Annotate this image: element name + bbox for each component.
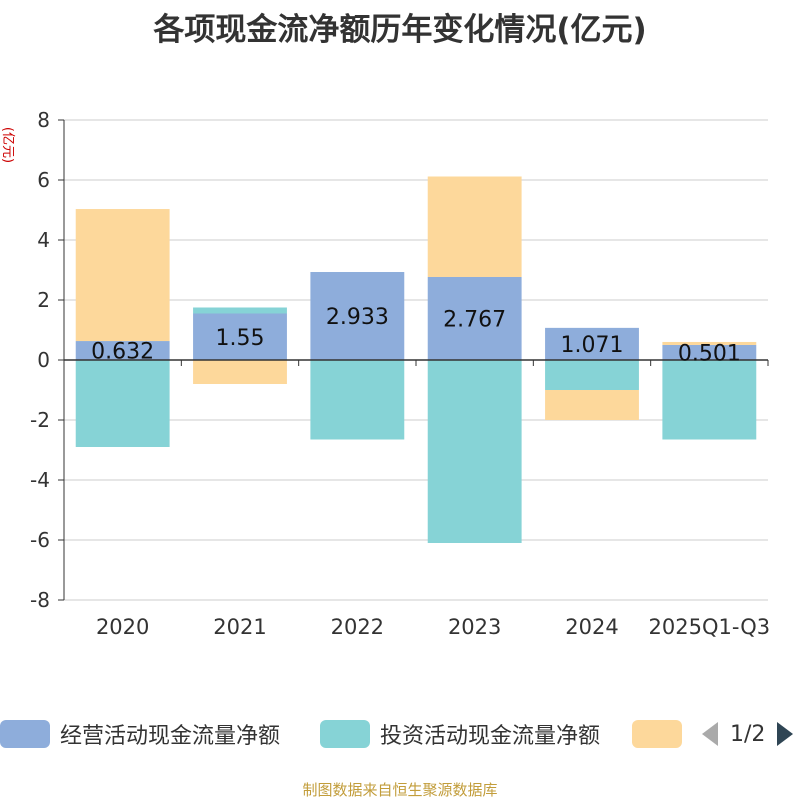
y-tick-label: -8 bbox=[30, 588, 50, 612]
bar-series-2-2024[interactable] bbox=[545, 390, 639, 420]
legend-item-investing[interactable]: 投资活动现金流量净额 bbox=[320, 718, 600, 750]
next-page-icon[interactable] bbox=[775, 720, 795, 748]
data-label: 0.501 bbox=[678, 341, 741, 366]
bar-series-0-2023[interactable] bbox=[427, 276, 522, 360]
grid-lines bbox=[64, 119, 768, 601]
legend-page-indicator: 1/2 bbox=[730, 721, 766, 747]
bar-series-2-2023[interactable] bbox=[427, 176, 522, 277]
x-tick-label: 2024 bbox=[565, 615, 618, 639]
bar-series-0-2024[interactable] bbox=[545, 327, 639, 360]
bar-series-1-2023[interactable] bbox=[427, 360, 522, 543]
bar-series-1-2021[interactable] bbox=[193, 307, 287, 314]
y-axis-title: (亿元) bbox=[0, 127, 15, 163]
bar-series-1-2024[interactable] bbox=[545, 360, 639, 390]
data-label: 2.767 bbox=[443, 307, 506, 332]
bar-layer bbox=[75, 176, 757, 543]
x-tick-label: 2025Q1-Q3 bbox=[649, 615, 771, 639]
bar-series-0-2021[interactable] bbox=[193, 313, 287, 361]
y-tick-label: 0 bbox=[37, 348, 50, 372]
legend-swatch-operating bbox=[0, 720, 50, 748]
data-label: 1.071 bbox=[561, 333, 624, 358]
prev-page-icon[interactable] bbox=[700, 720, 720, 748]
y-tick-label: 6 bbox=[37, 168, 50, 192]
bar-series-1-2020[interactable] bbox=[75, 360, 170, 447]
x-tick-label: 2022 bbox=[331, 615, 384, 639]
y-tick-label: -4 bbox=[30, 468, 50, 492]
legend-pager: 1/2 bbox=[700, 718, 795, 750]
y-tick-label: 4 bbox=[37, 228, 50, 252]
bar-series-2-2025Q1-Q3[interactable] bbox=[662, 341, 757, 345]
data-label: 0.632 bbox=[91, 340, 154, 365]
data-label: 2.933 bbox=[326, 305, 389, 330]
legend-swatch-financing bbox=[632, 720, 682, 748]
bar-series-1-2022[interactable] bbox=[310, 360, 405, 440]
y-tick-label: 2 bbox=[37, 288, 50, 312]
x-tick-label: 2021 bbox=[213, 615, 266, 639]
bar-series-0-2020[interactable] bbox=[75, 341, 170, 360]
chart-title: 各项现金流净额历年变化情况(亿元) bbox=[153, 12, 647, 48]
bar-series-2-2020[interactable] bbox=[75, 209, 170, 342]
legend-label-operating: 经营活动现金流量净额 bbox=[60, 724, 281, 749]
bar-series-1-2025Q1-Q3[interactable] bbox=[662, 360, 757, 440]
y-tick-label: -2 bbox=[30, 408, 50, 432]
legend-swatch-investing bbox=[320, 720, 370, 748]
x-tick-label: 2023 bbox=[448, 615, 501, 639]
legend-item-operating[interactable]: 经营活动现金流量净额 bbox=[0, 718, 280, 750]
legend-item-financing[interactable] bbox=[632, 718, 682, 750]
data-labels: 0.632 1.55 2.933 2.767 1.071 0.501 bbox=[91, 305, 741, 366]
data-label: 1.55 bbox=[216, 326, 265, 351]
y-tick-label: -6 bbox=[30, 528, 50, 552]
y-tick-label: 8 bbox=[37, 108, 50, 132]
x-tick-label: 2020 bbox=[96, 615, 149, 639]
bar-series-0-2025Q1-Q3[interactable] bbox=[662, 344, 757, 360]
legend-label-investing: 投资活动现金流量净额 bbox=[380, 724, 601, 749]
bar-series-2-2021[interactable] bbox=[193, 360, 287, 384]
footer-source: 制图数据来自恒生聚源数据库 bbox=[302, 781, 498, 799]
bar-series-0-2022[interactable] bbox=[310, 272, 405, 360]
axes: 8 6 4 2 0 -2 -4 -6 -8 2020 2021 2022 2023 2024 2025Q1-… bbox=[30, 108, 770, 639]
